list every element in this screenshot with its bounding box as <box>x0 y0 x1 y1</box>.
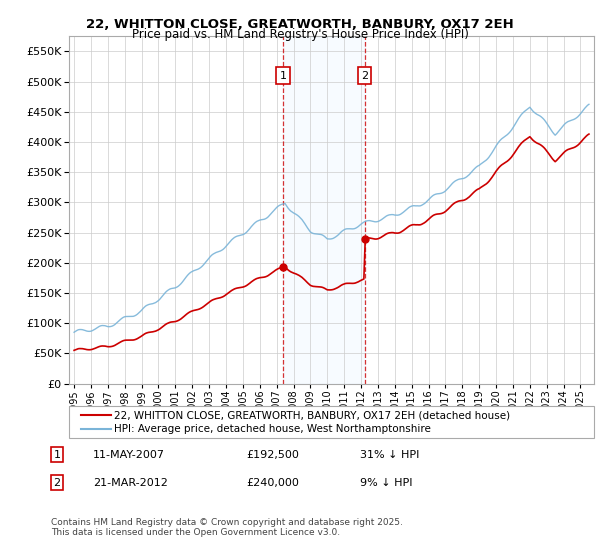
Text: HPI: Average price, detached house, West Northamptonshire: HPI: Average price, detached house, West… <box>114 424 431 435</box>
Text: £240,000: £240,000 <box>246 478 299 488</box>
Text: 22, WHITTON CLOSE, GREATWORTH, BANBURY, OX17 2EH: 22, WHITTON CLOSE, GREATWORTH, BANBURY, … <box>86 18 514 31</box>
Text: 1: 1 <box>280 71 286 81</box>
Text: £192,500: £192,500 <box>246 450 299 460</box>
Text: Price paid vs. HM Land Registry's House Price Index (HPI): Price paid vs. HM Land Registry's House … <box>131 28 469 41</box>
Text: 2: 2 <box>361 71 368 81</box>
Text: Contains HM Land Registry data © Crown copyright and database right 2025.
This d: Contains HM Land Registry data © Crown c… <box>51 518 403 538</box>
Text: 9% ↓ HPI: 9% ↓ HPI <box>360 478 413 488</box>
Bar <box>283 36 365 384</box>
Text: 21-MAR-2012: 21-MAR-2012 <box>93 478 168 488</box>
Text: 2: 2 <box>53 478 61 488</box>
Text: 11-MAY-2007: 11-MAY-2007 <box>93 450 165 460</box>
Text: 22, WHITTON CLOSE, GREATWORTH, BANBURY, OX17 2EH (detached house): 22, WHITTON CLOSE, GREATWORTH, BANBURY, … <box>114 410 510 420</box>
Text: 31% ↓ HPI: 31% ↓ HPI <box>360 450 419 460</box>
Text: 1: 1 <box>53 450 61 460</box>
